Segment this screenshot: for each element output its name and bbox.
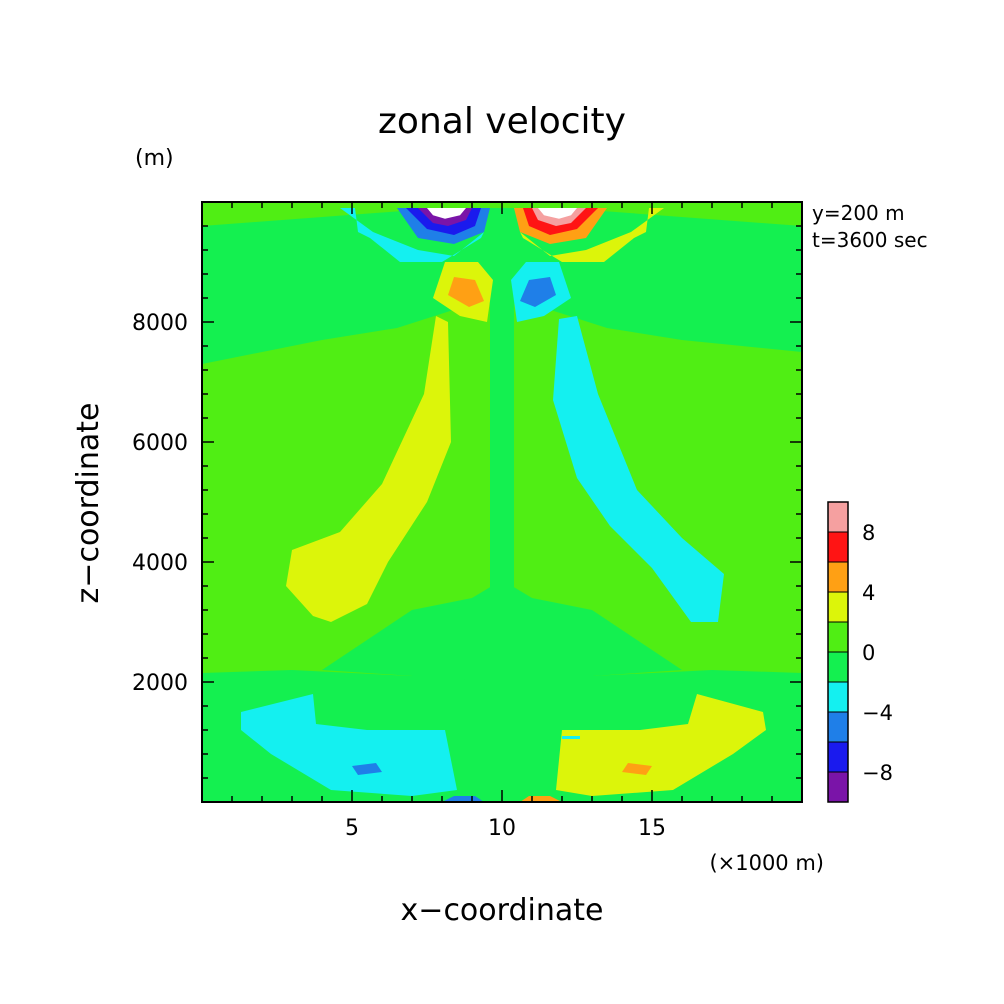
x-tick-label: 10 [488,816,516,841]
x-axis-label: x−coordinate [401,893,604,928]
y-tick-label: 2000 [132,671,188,696]
x-tick-label: 5 [345,816,359,841]
x-axis-ticks: 5 10 15 [231,202,773,841]
y-axis-label: z−coordinate [71,403,106,604]
y-tick-label: 4000 [132,551,188,576]
colorbar-segment [828,742,848,772]
colorbar-border [827,501,849,803]
colorbar-label: 8 [862,521,875,545]
colorbar-segment [828,652,848,682]
y-unit-label: (m) [135,146,174,171]
contour-top-left-cyan [340,208,496,262]
y-tick-label: 6000 [132,431,188,456]
contour-small-cyan-mark [562,736,580,739]
annotation-t: t=3600 sec [812,228,928,252]
x-unit-label: (×1000 m) [709,851,824,875]
colorbar-label: −8 [862,761,893,785]
y-axis-ticks: 2000 4000 6000 8000 [132,225,802,779]
contour-right-negative-plume [553,316,724,622]
colorbar-label: 0 [862,641,875,665]
chart-title: zonal velocity [378,101,626,142]
x-tick-label: 15 [638,816,666,841]
contour-left-lower-cyan [241,694,457,796]
contour-center-column [490,226,514,682]
contour-right-lower-yellow [556,694,766,796]
colorbar-segment [828,592,848,622]
contour-right-small-orange [622,763,652,775]
colorbar-label: 4 [862,581,875,605]
contour-top-left-core [427,208,466,219]
contour-left-small-blue [352,763,382,775]
colorbar: −8 −4 0 4 8 [827,501,893,803]
colorbar-segment [828,682,848,712]
colorbar-label: −4 [862,701,893,725]
contour-left-positive-plume [286,316,451,622]
colorbar-segment [828,622,848,652]
contour-bottom-right-orange [520,796,562,802]
colorbar-segment [828,502,848,532]
colorbar-segment [828,712,848,742]
contour-top-right-core [538,208,577,219]
contour-top-right-yellow [508,208,664,262]
colorbar-segment [828,562,848,592]
contour-bottom-left-blue [442,796,484,802]
y-tick-label: 8000 [132,311,188,336]
annotation-y: y=200 m [812,201,905,225]
contour-right-eye-blue [520,277,556,307]
colorbar-segment [828,532,848,562]
colorbar-segment [828,772,848,802]
contour-left-eye-orange [448,277,484,307]
contour-fields [202,202,802,802]
